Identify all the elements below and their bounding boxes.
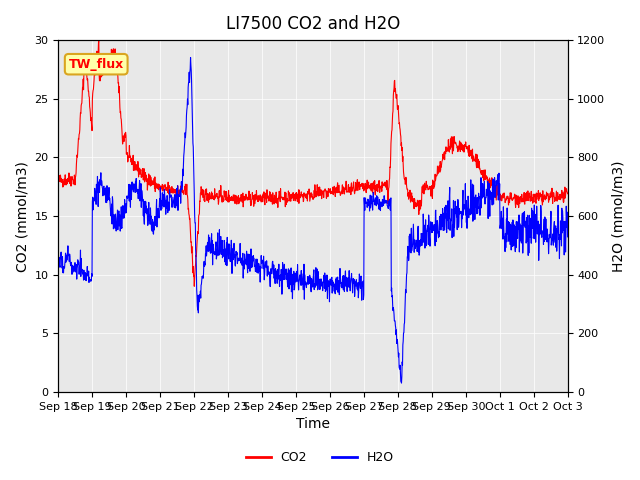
Title: LI7500 CO2 and H2O: LI7500 CO2 and H2O: [226, 15, 400, 33]
X-axis label: Time: Time: [296, 418, 330, 432]
Text: TW_flux: TW_flux: [68, 58, 124, 71]
Y-axis label: CO2 (mmol/m3): CO2 (mmol/m3): [15, 161, 29, 272]
Legend: CO2, H2O: CO2, H2O: [241, 446, 399, 469]
Y-axis label: H2O (mmol/m3): H2O (mmol/m3): [611, 160, 625, 272]
